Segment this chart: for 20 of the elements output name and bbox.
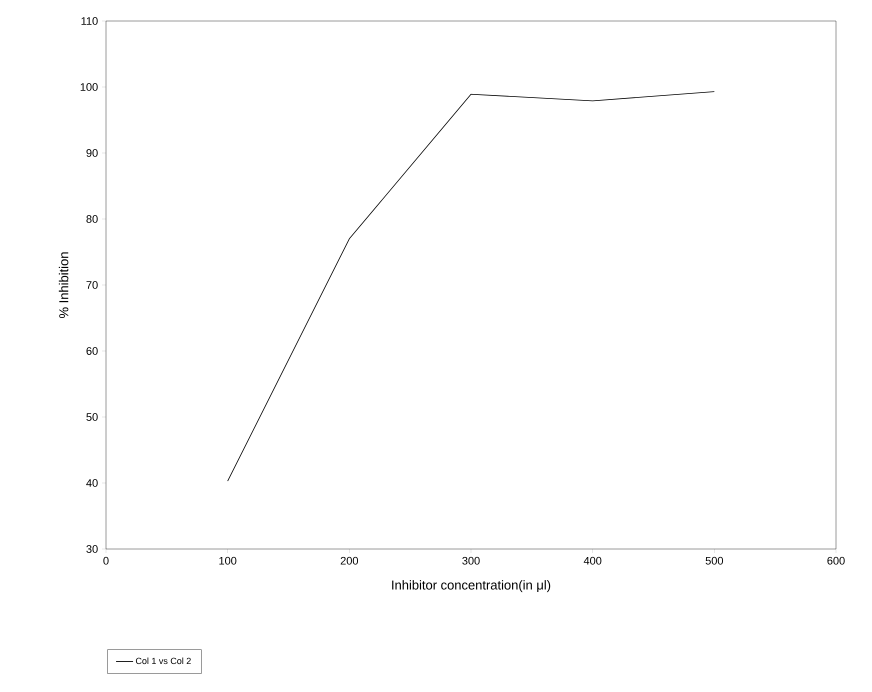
x-tick-label: 300 (462, 556, 480, 565)
x-tick-label: 500 (706, 556, 724, 565)
x-tick-label: 100 (219, 556, 236, 565)
line-series (227, 91, 715, 482)
y-tick-label: 100 (80, 83, 98, 91)
y-tick-label: 80 (86, 215, 98, 223)
legend-label: Col 1 vs Col 2 (136, 658, 191, 664)
x-tick-label: 200 (340, 556, 358, 565)
y-tick-label: 60 (86, 347, 98, 355)
x-tick-label: 400 (584, 556, 602, 565)
y-axis-title: % Inhibition (58, 252, 68, 318)
x-axis-title: Inhibitor concentration(in μl) (392, 580, 550, 592)
y-tick-label: 90 (86, 149, 98, 157)
y-tick-label: 70 (86, 281, 98, 289)
y-tick-label: 30 (86, 545, 98, 553)
x-tick-label: 0 (103, 556, 109, 565)
y-tick-label: 40 (86, 479, 98, 487)
y-tick-label: 110 (82, 17, 98, 25)
y-tick-label: 50 (86, 413, 98, 421)
x-tick-label: 600 (827, 556, 845, 565)
